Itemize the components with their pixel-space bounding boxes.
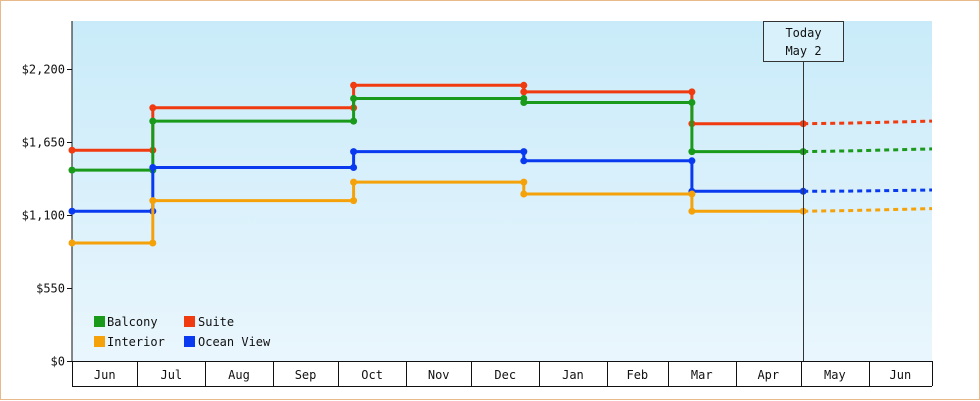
x-tick-label: Jun bbox=[890, 368, 912, 382]
data-point-balcony bbox=[520, 99, 528, 106]
legend-swatch-suite bbox=[184, 316, 195, 327]
today-label: Today bbox=[785, 26, 821, 40]
data-point-balcony bbox=[688, 99, 696, 106]
x-tick-label: Jan bbox=[562, 368, 584, 382]
series-line-ocean-view bbox=[72, 150, 804, 213]
legend-item-interior: Interior bbox=[94, 335, 165, 349]
legend-item-suite: Suite bbox=[184, 315, 234, 329]
data-point-interior bbox=[350, 197, 358, 205]
x-tick-label: Apr bbox=[757, 368, 779, 382]
x-tick-label: Nov bbox=[428, 368, 450, 382]
legend-label-ocean-view: Ocean View bbox=[198, 335, 271, 349]
x-tick-label: Mar bbox=[691, 368, 713, 382]
data-point-suite bbox=[520, 81, 528, 89]
legend-item-balcony: Balcony bbox=[94, 315, 158, 329]
data-point-interior bbox=[68, 239, 76, 247]
y-tick-label: $2,200 bbox=[22, 63, 65, 77]
legend-item-ocean-view: Ocean View bbox=[184, 335, 271, 349]
data-point-balcony bbox=[350, 117, 358, 125]
data-point-ocean-view bbox=[520, 148, 528, 156]
data-point-balcony bbox=[68, 166, 76, 174]
legend-label-suite: Suite bbox=[198, 315, 234, 329]
legend-label-balcony: Balcony bbox=[107, 315, 158, 329]
series-line-interior bbox=[72, 180, 804, 245]
data-point-balcony bbox=[350, 95, 358, 102]
y-axis: $0 $550 $1,100 $1,650 $2,200 bbox=[22, 21, 73, 369]
data-point-suite bbox=[688, 88, 696, 96]
x-tick-label: Jun bbox=[94, 368, 116, 382]
data-point-ocean-view bbox=[688, 157, 696, 165]
x-tick-label: Sep bbox=[295, 368, 317, 382]
data-point-interior bbox=[520, 178, 528, 186]
y-tick-label: $0 bbox=[51, 355, 65, 369]
data-point-balcony bbox=[149, 117, 157, 125]
x-tick-label: May bbox=[824, 368, 846, 382]
series-layer bbox=[68, 81, 933, 247]
data-point-ocean-view bbox=[68, 207, 76, 215]
data-point-suite bbox=[149, 104, 157, 112]
data-point-interior bbox=[350, 178, 358, 186]
legend-swatch-ocean-view bbox=[184, 336, 195, 347]
x-tick-label: Dec bbox=[494, 368, 516, 382]
series-projection-suite bbox=[803, 119, 933, 126]
data-point-ocean-view bbox=[520, 157, 528, 165]
today-marker: Today May 2 bbox=[763, 21, 844, 361]
series-projection-interior bbox=[803, 207, 933, 213]
legend-label-interior: Interior bbox=[107, 335, 165, 349]
data-point-interior bbox=[149, 239, 157, 247]
data-point-interior bbox=[688, 190, 696, 198]
x-tick-label: Feb bbox=[626, 368, 648, 382]
data-point-balcony bbox=[688, 148, 696, 156]
y-tick-label: $550 bbox=[36, 282, 65, 296]
legend: Balcony Suite Interior Ocean View bbox=[94, 315, 271, 349]
data-point-ocean-view bbox=[350, 164, 358, 171]
data-point-suite bbox=[68, 146, 76, 154]
today-date-label: May 2 bbox=[785, 44, 821, 58]
today-box bbox=[763, 21, 844, 62]
x-tick-label: Jul bbox=[160, 368, 182, 382]
y-tick-label: $1,650 bbox=[22, 136, 65, 150]
data-point-interior bbox=[688, 207, 696, 215]
data-point-interior bbox=[149, 197, 157, 205]
x-axis: Jun Jul Aug Sep Oct Nov Dec Jan Feb Mar Apr May Jun bbox=[72, 361, 933, 387]
series-projection-ocean-view bbox=[803, 188, 933, 193]
x-tick-label: Oct bbox=[361, 368, 383, 382]
data-point-ocean-view bbox=[350, 148, 358, 156]
x-tick-label: Aug bbox=[228, 368, 250, 382]
data-point-interior bbox=[520, 190, 528, 198]
series-line-balcony bbox=[72, 97, 804, 172]
legend-swatch-interior bbox=[94, 336, 105, 347]
data-point-ocean-view bbox=[149, 164, 157, 171]
data-point-suite bbox=[520, 88, 528, 96]
y-tick-label: $1,100 bbox=[22, 209, 65, 223]
legend-swatch-balcony bbox=[94, 316, 105, 327]
series-interior bbox=[68, 178, 933, 247]
series-projection-balcony bbox=[803, 147, 933, 154]
data-point-suite bbox=[350, 81, 358, 89]
